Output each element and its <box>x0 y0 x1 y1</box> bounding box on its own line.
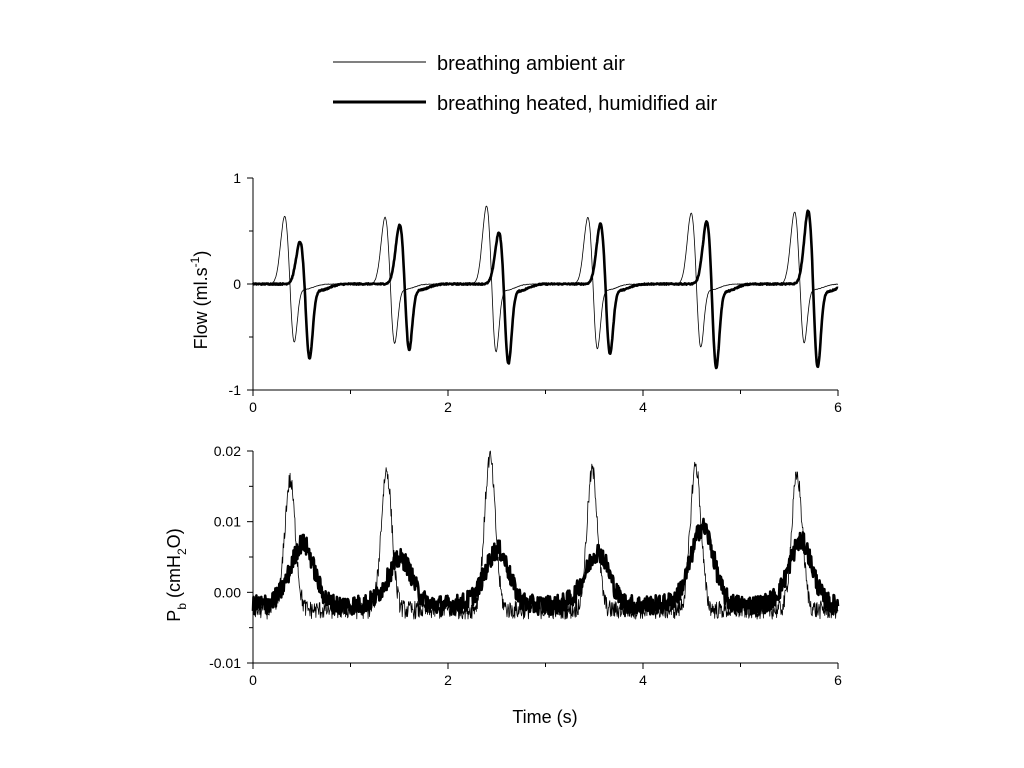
pressure-ylabel-mid: (cmH <box>164 555 184 603</box>
flow-y-tick-label: -1 <box>229 382 242 398</box>
flow-x-tick-label: 6 <box>834 399 842 415</box>
pressure-x-tick-label: 4 <box>639 672 647 688</box>
pressure-y-tick-label: 0.00 <box>214 584 241 600</box>
legend: breathing ambient air breathing heated, … <box>333 53 718 115</box>
flow-ylabel-tail: ) <box>191 251 211 257</box>
pressure-ylabel-tail: O) <box>164 528 184 548</box>
pressure-x-tick-label: 0 <box>249 672 257 688</box>
flow-x-tick-label: 0 <box>249 399 257 415</box>
flow-ylabel-main: Flow (ml.s <box>191 267 211 349</box>
pressure-y-axis-label: Pb (cmH2O) <box>164 528 189 621</box>
flow-ticks: 0 2 4 6 1 0 -1 <box>229 170 843 415</box>
pressure-y-tick-label: 0.01 <box>214 514 241 530</box>
pressure-ylabel-sub1: b <box>175 603 189 610</box>
pressure-ylabel-sub2: 2 <box>175 548 189 555</box>
legend-label-thin: breathing ambient air <box>437 53 625 75</box>
pressure-chart: 0 2 4 60.020.010.00-0.01 Pb (cmH2O) <box>164 443 842 688</box>
pressure-y-tick-label: 0.02 <box>214 443 241 459</box>
flow-x-tick-label: 4 <box>639 399 647 415</box>
flow-y-axis-label: Flow (ml.s-1) <box>188 251 211 350</box>
legend-label-thick: breathing heated, humidified air <box>437 93 718 115</box>
flow-series-thin <box>252 205 839 353</box>
pressure-y-tick-label: -0.01 <box>209 655 241 671</box>
flow-chart: 0 2 4 610-1 Flow (ml.s-1) <box>188 170 842 415</box>
pressure-ticks: 0 2 4 6 0.02 0.01 0.00 -0.01 <box>209 443 842 688</box>
flow-series <box>251 205 839 370</box>
x-axis-label: Time (s) <box>512 707 577 727</box>
pressure-series-thin <box>252 450 839 620</box>
pressure-series-thick <box>251 517 840 617</box>
flow-y-tick-label: 0 <box>233 276 241 292</box>
flow-series-thick <box>251 209 839 370</box>
pressure-x-tick-label: 6 <box>834 672 842 688</box>
pressure-series <box>251 450 840 620</box>
pressure-ylabel-main: P <box>164 610 184 622</box>
flow-ylabel-sup: -1 <box>188 256 202 267</box>
pressure-x-tick-label: 2 <box>444 672 452 688</box>
flow-y-tick-label: 1 <box>233 170 241 186</box>
flow-x-tick-label: 2 <box>444 399 452 415</box>
